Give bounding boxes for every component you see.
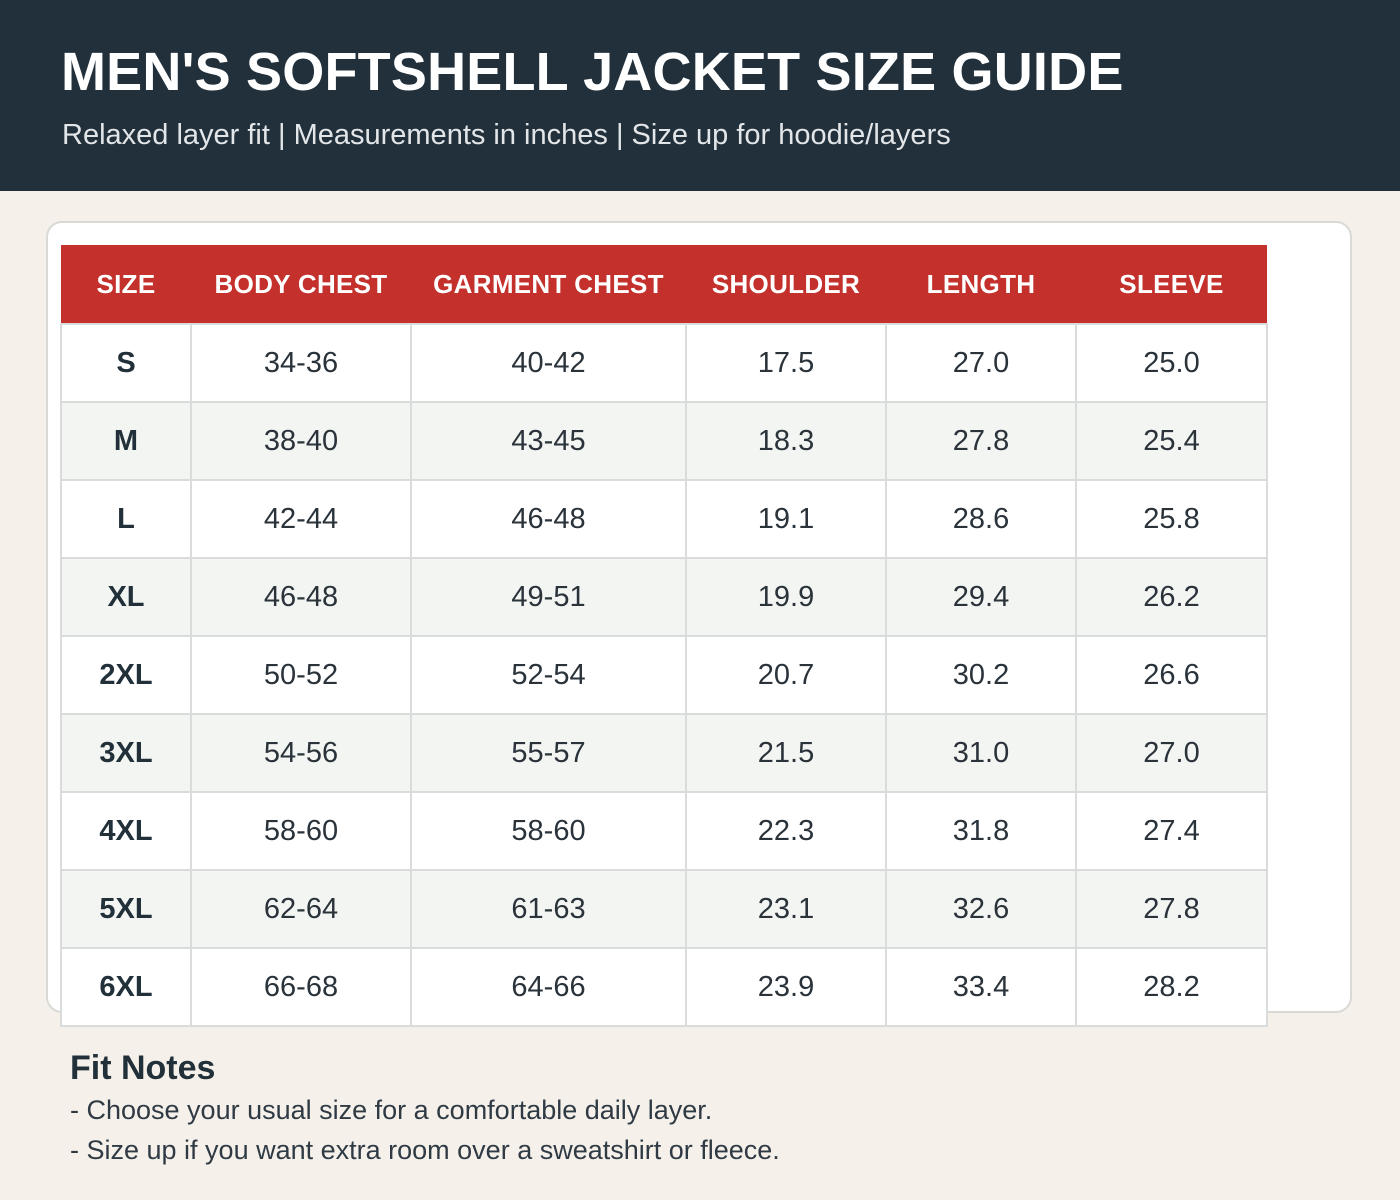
sleeve-cell: 25.8: [1075, 479, 1268, 559]
length-cell: 31.0: [885, 713, 1077, 793]
length-cell: 31.8: [885, 791, 1077, 871]
shoulder-cell: 20.7: [685, 635, 887, 715]
sleeve-cell: 26.2: [1075, 557, 1268, 637]
sleeve-cell: 27.4: [1075, 791, 1268, 871]
body-chest-cell: 62-64: [190, 869, 412, 949]
size-cell: S: [60, 323, 192, 403]
table-row: 4XL 58-60 58-60 22.3 31.8 27.4: [60, 791, 1268, 871]
fit-note-line: - Choose your usual size for a comfortab…: [70, 1095, 713, 1125]
body-chest-cell: 46-48: [190, 557, 412, 637]
garment-chest-cell: 46-48: [410, 479, 687, 559]
garment-chest-cell: 40-42: [410, 323, 687, 403]
size-cell: L: [60, 479, 192, 559]
garment-chest-cell: 61-63: [410, 869, 687, 949]
length-cell: 30.2: [885, 635, 1077, 715]
table-row: 2XL 50-52 52-54 20.7 30.2 26.6: [60, 635, 1268, 715]
sleeve-cell: 26.6: [1075, 635, 1268, 715]
table-row: XL 46-48 49-51 19.9 29.4 26.2: [60, 557, 1268, 637]
shoulder-cell: 19.1: [685, 479, 887, 559]
body-chest-cell: 58-60: [190, 791, 412, 871]
table-row: L 42-44 46-48 19.1 28.6 25.8: [60, 479, 1268, 559]
size-cell: M: [60, 401, 192, 481]
shoulder-cell: 22.3: [685, 791, 887, 871]
column-header-size: SIZE: [61, 245, 191, 324]
body-chest-cell: 42-44: [190, 479, 412, 559]
garment-chest-cell: 43-45: [410, 401, 687, 481]
shoulder-cell: 21.5: [685, 713, 887, 793]
column-header-garment-chest: GARMENT CHEST: [411, 245, 686, 324]
length-cell: 27.8: [885, 401, 1077, 481]
body-chest-cell: 50-52: [190, 635, 412, 715]
sleeve-cell: 28.2: [1075, 947, 1268, 1027]
table-row: M 38-40 43-45 18.3 27.8 25.4: [60, 401, 1268, 481]
table-header-row: SIZE BODY CHEST GARMENT CHEST SHOULDER L…: [61, 245, 1267, 324]
table-row: 5XL 62-64 61-63 23.1 32.6 27.8: [60, 869, 1268, 949]
garment-chest-cell: 58-60: [410, 791, 687, 871]
sleeve-cell: 27.0: [1075, 713, 1268, 793]
page-title: MEN'S SOFTSHELL JACKET SIZE GUIDE: [61, 42, 1124, 102]
table-row: S 34-36 40-42 17.5 27.0 25.0: [60, 323, 1268, 403]
length-cell: 32.6: [885, 869, 1077, 949]
body-chest-cell: 54-56: [190, 713, 412, 793]
length-cell: 29.4: [885, 557, 1077, 637]
column-header-shoulder: SHOULDER: [686, 245, 886, 324]
garment-chest-cell: 55-57: [410, 713, 687, 793]
table-row: 6XL 66-68 64-66 23.9 33.4 28.2: [60, 947, 1268, 1027]
body-chest-cell: 66-68: [190, 947, 412, 1027]
column-header-body-chest: BODY CHEST: [191, 245, 411, 324]
shoulder-cell: 19.9: [685, 557, 887, 637]
shoulder-cell: 23.1: [685, 869, 887, 949]
garment-chest-cell: 64-66: [410, 947, 687, 1027]
column-header-sleeve: SLEEVE: [1076, 245, 1267, 324]
size-chart-table: SIZE BODY CHEST GARMENT CHEST SHOULDER L…: [60, 245, 1268, 1027]
garment-chest-cell: 52-54: [410, 635, 687, 715]
shoulder-cell: 18.3: [685, 401, 887, 481]
body-chest-cell: 34-36: [190, 323, 412, 403]
size-cell: 6XL: [60, 947, 192, 1027]
page-subtitle: Relaxed layer fit | Measurements in inch…: [62, 119, 951, 151]
sleeve-cell: 25.4: [1075, 401, 1268, 481]
fit-note-line: - Size up if you want extra room over a …: [70, 1135, 780, 1165]
size-cell: 4XL: [60, 791, 192, 871]
size-cell: 3XL: [60, 713, 192, 793]
fit-notes-title: Fit Notes: [70, 1049, 216, 1087]
fit-notes: Fit Notes - Choose your usual size for a…: [70, 1046, 780, 1170]
sleeve-cell: 25.0: [1075, 323, 1268, 403]
size-cell: XL: [60, 557, 192, 637]
body-chest-cell: 38-40: [190, 401, 412, 481]
length-cell: 28.6: [885, 479, 1077, 559]
garment-chest-cell: 49-51: [410, 557, 687, 637]
shoulder-cell: 17.5: [685, 323, 887, 403]
shoulder-cell: 23.9: [685, 947, 887, 1027]
table-row: 3XL 54-56 55-57 21.5 31.0 27.0: [60, 713, 1268, 793]
column-header-length: LENGTH: [886, 245, 1076, 324]
sleeve-cell: 27.8: [1075, 869, 1268, 949]
size-cell: 2XL: [60, 635, 192, 715]
header-banner: MEN'S SOFTSHELL JACKET SIZE GUIDE Relaxe…: [0, 0, 1400, 191]
size-cell: 5XL: [60, 869, 192, 949]
length-cell: 33.4: [885, 947, 1077, 1027]
length-cell: 27.0: [885, 323, 1077, 403]
